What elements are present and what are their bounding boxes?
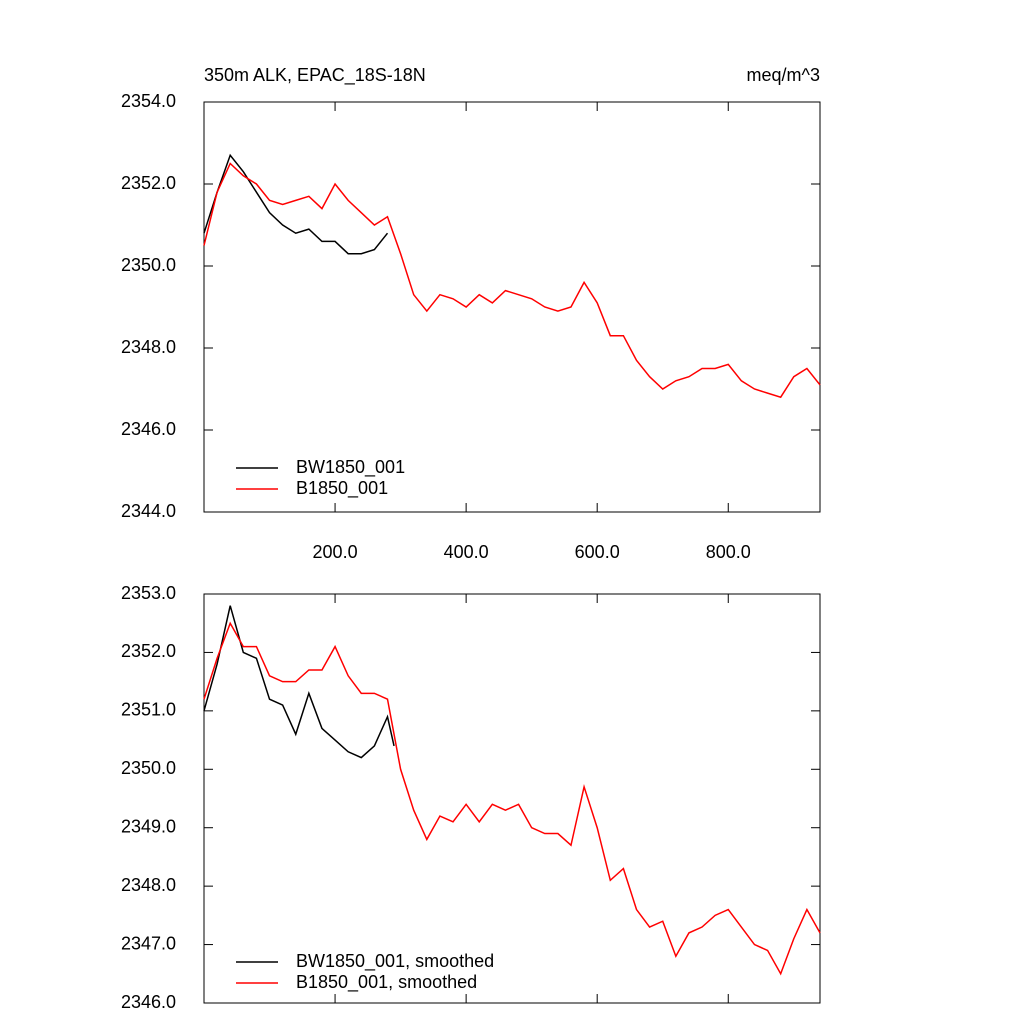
data-line xyxy=(203,621,821,976)
y-tick-label: 2350.0 xyxy=(121,758,176,778)
data-line xyxy=(203,605,395,759)
y-tick-label: 2348.0 xyxy=(121,875,176,895)
legend-label: BW1850_001, smoothed xyxy=(296,951,494,972)
y-tick-label: 2353.0 xyxy=(121,583,176,603)
y-tick-label: 2346.0 xyxy=(121,992,176,1012)
data-line xyxy=(203,162,821,399)
x-tick-label: 600.0 xyxy=(575,542,620,562)
chart-title: 350m ALK, EPAC_18S-18N xyxy=(204,65,426,86)
y-tick-label: 2352.0 xyxy=(121,641,176,661)
y-tick-label: 2344.0 xyxy=(121,501,176,521)
y-tick-label: 2350.0 xyxy=(121,255,176,275)
x-tick-label: 800.0 xyxy=(706,542,751,562)
y-tick-label: 2346.0 xyxy=(121,419,176,439)
y-tick-label: 2347.0 xyxy=(121,933,176,953)
units-label: meq/m^3 xyxy=(747,65,820,85)
x-tick-label: 200.0 xyxy=(313,542,358,562)
y-tick-label: 2348.0 xyxy=(121,337,176,357)
legend-label: B1850_001, smoothed xyxy=(296,972,477,993)
legend-label: B1850_001 xyxy=(296,478,388,499)
plot-frame xyxy=(203,593,821,1004)
y-tick-label: 2349.0 xyxy=(121,816,176,836)
y-tick-label: 2352.0 xyxy=(121,173,176,193)
y-tick-label: 2354.0 xyxy=(121,91,176,111)
plot-frame xyxy=(203,101,821,513)
data-line xyxy=(203,153,389,255)
x-tick-label: 400.0 xyxy=(444,542,489,562)
legend-label: BW1850_001 xyxy=(296,457,405,478)
y-tick-label: 2351.0 xyxy=(121,700,176,720)
